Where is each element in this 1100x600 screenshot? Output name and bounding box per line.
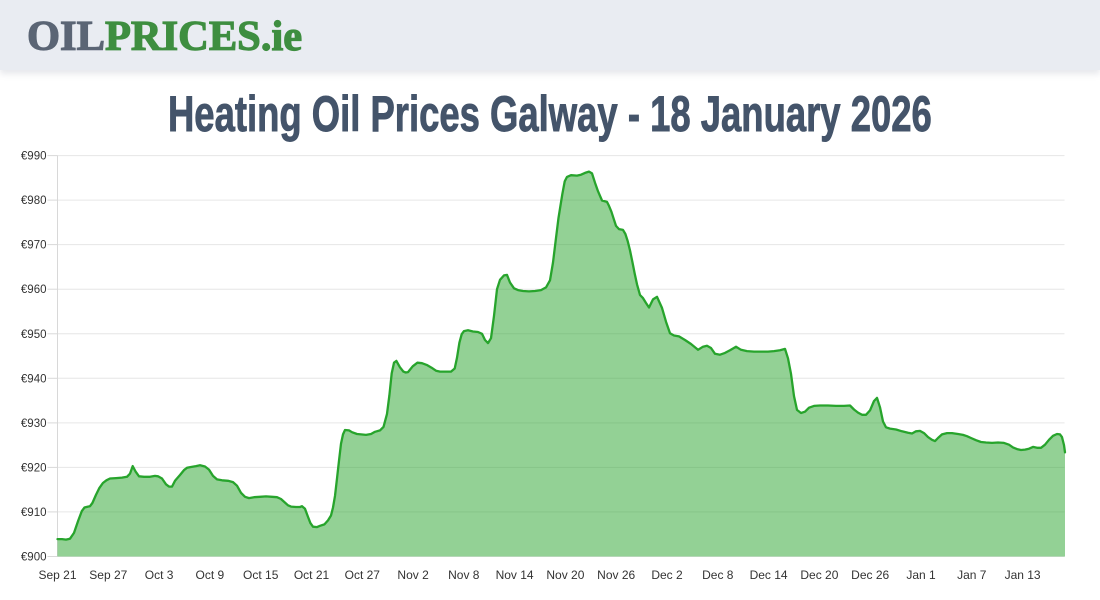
svg-text:Nov 14: Nov 14 xyxy=(496,568,534,582)
svg-text:Sep 27: Sep 27 xyxy=(89,568,127,582)
svg-text:€900: €900 xyxy=(21,552,47,564)
svg-text:€980: €980 xyxy=(21,195,47,207)
svg-text:€990: €990 xyxy=(21,151,47,163)
svg-text:Jan 7: Jan 7 xyxy=(957,568,987,582)
svg-text:€910: €910 xyxy=(21,507,47,519)
svg-text:Dec 20: Dec 20 xyxy=(800,568,838,582)
svg-text:€960: €960 xyxy=(21,284,47,296)
svg-text:Oct 3: Oct 3 xyxy=(145,568,174,582)
svg-text:Dec 8: Dec 8 xyxy=(702,568,734,582)
svg-text:Nov 8: Nov 8 xyxy=(448,568,480,582)
svg-text:Oct 27: Oct 27 xyxy=(345,568,381,582)
svg-text:€940: €940 xyxy=(21,373,47,385)
svg-text:Dec 2: Dec 2 xyxy=(651,568,683,582)
svg-text:€970: €970 xyxy=(21,240,47,252)
svg-text:Nov 2: Nov 2 xyxy=(397,568,429,582)
svg-text:Sep 21: Sep 21 xyxy=(38,568,76,582)
svg-text:Jan 1: Jan 1 xyxy=(906,568,936,582)
svg-text:Nov 26: Nov 26 xyxy=(597,568,635,582)
svg-text:Oct 21: Oct 21 xyxy=(294,568,330,582)
svg-text:Jan 13: Jan 13 xyxy=(1005,568,1041,582)
svg-text:Oct 9: Oct 9 xyxy=(196,568,225,582)
svg-text:€920: €920 xyxy=(21,462,47,474)
svg-text:€950: €950 xyxy=(21,329,47,341)
svg-text:Nov 20: Nov 20 xyxy=(546,568,584,582)
svg-text:Dec 14: Dec 14 xyxy=(750,568,788,582)
svg-text:Oct 15: Oct 15 xyxy=(243,568,279,582)
svg-text:€930: €930 xyxy=(21,418,47,430)
svg-text:Dec 26: Dec 26 xyxy=(851,568,889,582)
